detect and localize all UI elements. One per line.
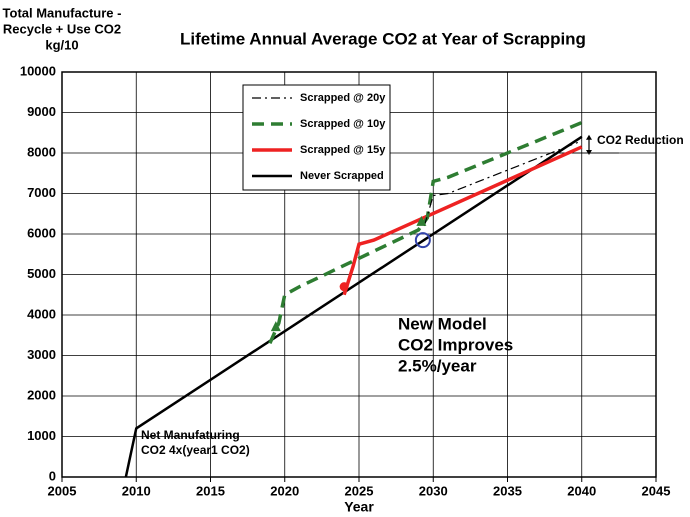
legend-label: Never Scrapped — [300, 170, 384, 182]
x-tick-label: 2030 — [419, 483, 448, 498]
arrow-head — [586, 134, 592, 140]
annotation: New Model — [398, 314, 487, 333]
y-axis-label: kg/10 — [45, 37, 78, 52]
x-tick-label: 2005 — [48, 483, 77, 498]
y-tick-label: 1000 — [27, 428, 56, 443]
legend-label: Scrapped @ 20y — [300, 92, 386, 104]
x-tick-label: 2015 — [196, 483, 225, 498]
legend-label: Scrapped @ 15y — [300, 144, 386, 156]
x-tick-label: 2040 — [567, 483, 596, 498]
y-tick-label: 7000 — [27, 185, 56, 200]
series-line — [342, 145, 583, 296]
y-axis-label: Recycle + Use CO2 — [3, 21, 121, 36]
y-tick-label: 6000 — [27, 225, 56, 240]
marker — [416, 215, 427, 226]
annotation: CO2 4x(year1 CO2) — [141, 443, 250, 457]
y-tick-label: 0 — [49, 468, 56, 483]
y-tick-label: 2000 — [27, 387, 56, 402]
annotation: CO2 Reduction — [597, 133, 684, 147]
arrow-head — [586, 150, 592, 156]
y-tick-label: 3000 — [27, 347, 56, 362]
x-tick-label: 2010 — [122, 483, 151, 498]
marker — [339, 282, 349, 292]
annotation: 2.5%/year — [398, 356, 477, 375]
y-tick-label: 4000 — [27, 306, 56, 321]
marker — [414, 232, 431, 249]
legend-box — [242, 84, 391, 191]
series-line — [124, 135, 583, 478]
series-line — [423, 140, 582, 227]
x-axis-label: Year — [344, 499, 374, 515]
y-tick-label: 8000 — [27, 144, 56, 159]
x-tick-label: 2045 — [642, 483, 671, 498]
marker — [270, 321, 281, 332]
y-tick-label: 5000 — [27, 266, 56, 281]
series-line — [268, 121, 583, 345]
y-tick-label: 10000 — [20, 63, 56, 78]
annotation: CO2 Improves — [398, 335, 513, 354]
x-tick-label: 2025 — [345, 483, 374, 498]
y-tick-label: 9000 — [27, 104, 56, 119]
x-tick-label: 2035 — [493, 483, 522, 498]
y-axis-label: Total Manufacture - — [3, 5, 122, 20]
annotation: Net Manufaturing — [141, 428, 240, 442]
chart-title: Lifetime Annual Average CO2 at Year of S… — [180, 29, 586, 48]
x-tick-label: 2020 — [270, 483, 299, 498]
legend-label: Scrapped @ 10y — [300, 118, 386, 130]
plot-frame — [61, 71, 657, 478]
